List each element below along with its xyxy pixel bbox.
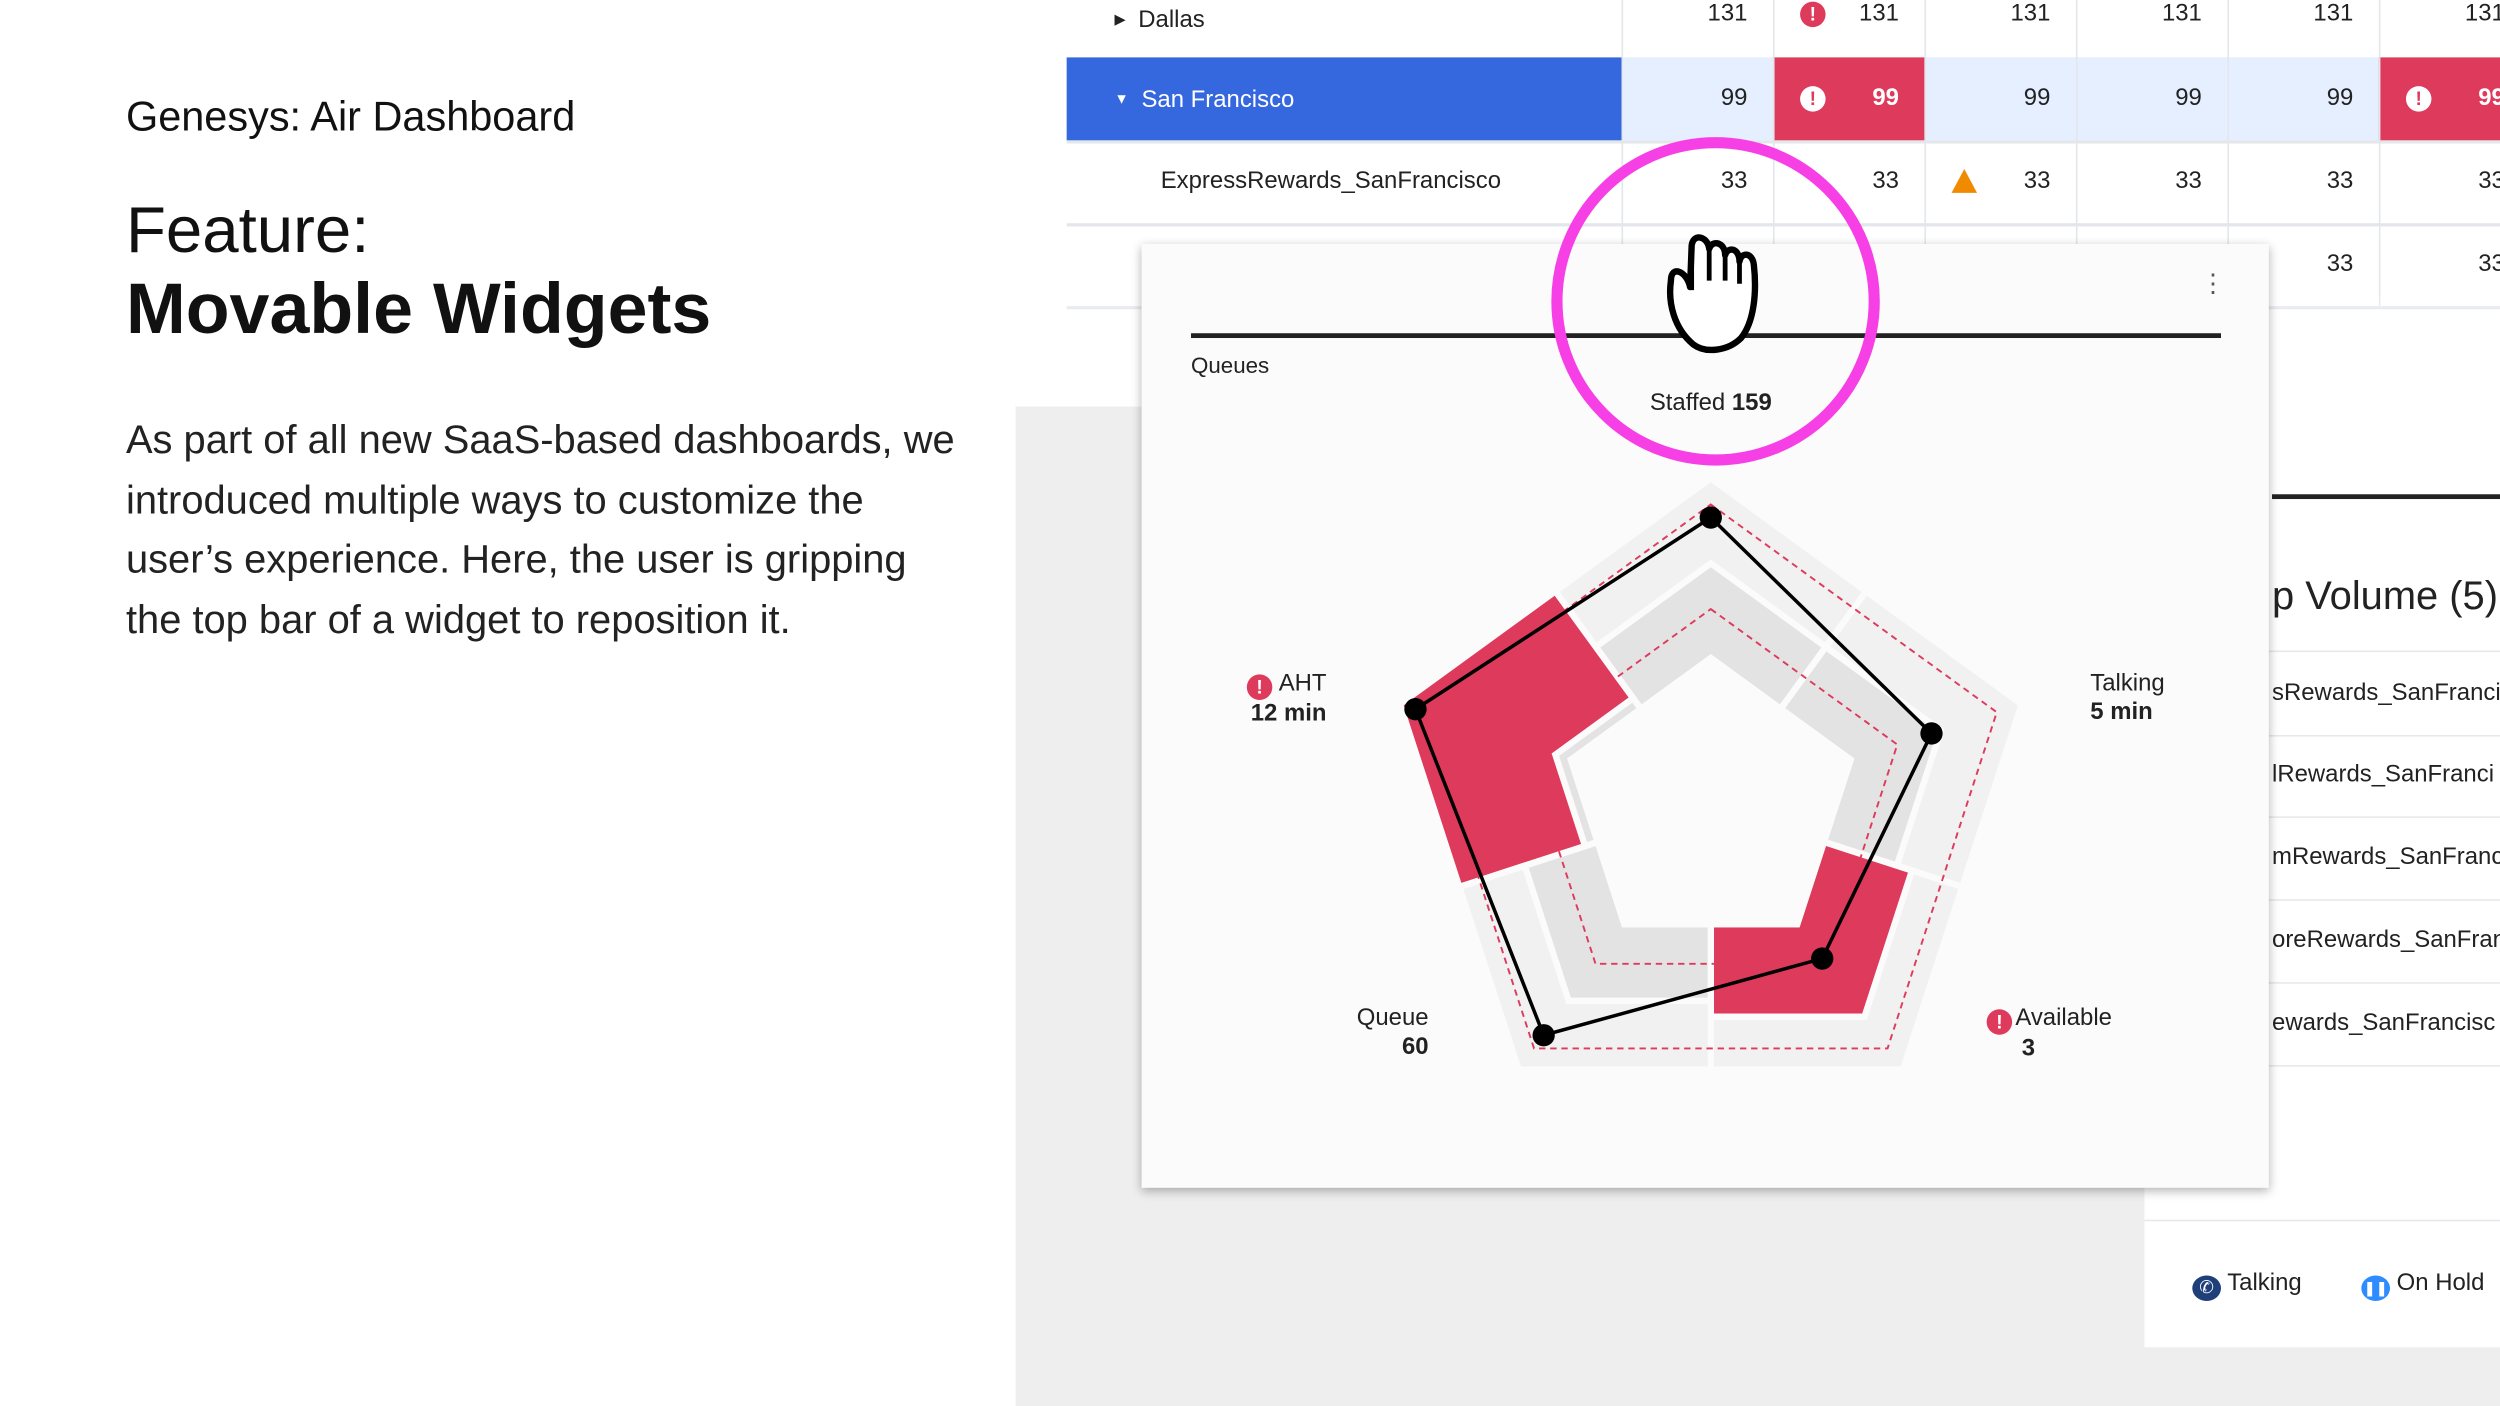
table-cell: 99	[1924, 57, 2076, 141]
row-name: ▼ San Francisco	[1066, 57, 1622, 141]
radar-point-staffed	[1699, 506, 1722, 529]
volume-list-item[interactable]: lRewards_SanFranci	[2144, 733, 2500, 818]
alert-icon: !	[1986, 1009, 2013, 1035]
table-cell: ! 131	[1772, 0, 1924, 58]
radar-point-aht	[1404, 698, 1427, 721]
volume-list-item[interactable]: sRewards_SanFranci	[2144, 650, 2500, 737]
table-cell: 131	[1621, 0, 1773, 58]
caret-down-icon[interactable]: ▼	[1114, 90, 1129, 107]
table-cell: 131	[2378, 0, 2500, 58]
widget-title: Queues	[1191, 352, 1270, 378]
table-cell: 99	[2227, 57, 2379, 141]
grab-hand-icon	[1667, 234, 1759, 354]
radar-series-line	[1413, 515, 1934, 1038]
table-cell: 33	[2378, 140, 2500, 224]
radar-chart	[1396, 474, 2026, 1073]
alert-icon: !	[1246, 674, 1273, 700]
axis-label-aht: ! AHT 12 min	[1246, 670, 1327, 729]
feature-label: Feature:	[125, 192, 370, 267]
volume-list-item[interactable]: oreRewards_SanFran	[2144, 899, 2500, 984]
legend-talking: ✆ Talking	[2192, 1269, 2302, 1302]
radar-threshold-line	[1523, 607, 1899, 965]
legend-on-hold: ❚❚ On Hold	[2361, 1269, 2484, 1302]
alert-icon: !	[1800, 1, 1826, 28]
table-cell: 33	[1924, 140, 2075, 224]
brand-title: Genesys: Air Dashboard	[125, 92, 576, 141]
table-cell: 131	[2227, 0, 2378, 58]
radar-point-available	[1811, 947, 1834, 970]
table-cell: !99	[1772, 57, 1925, 141]
radar-point-talking	[1920, 722, 1943, 745]
row-name: ExpressRewards_SanFrancisco	[1160, 167, 1502, 195]
table-cell: !99	[2378, 57, 2500, 141]
row-name: ▶ Dallas	[1114, 6, 1205, 34]
alert-icon: !	[2405, 86, 2432, 112]
pause-icon: ❚❚	[2361, 1275, 2391, 1302]
warning-icon	[1951, 169, 1978, 193]
radar-point-queue	[1532, 1024, 1555, 1047]
table-cell: 131	[1924, 0, 2075, 58]
radar-core	[1567, 704, 1716, 846]
radar-threshold-line	[1423, 503, 1998, 1050]
feature-description: As part of all new SaaS-based dashboards…	[125, 417, 955, 642]
highlight-circle	[1551, 137, 1880, 466]
axis-label-talking: Talking 5 min	[2090, 669, 2165, 726]
drag-bar[interactable]	[2272, 494, 2500, 500]
table-cell: 33	[2227, 140, 2378, 224]
axis-label-queue: Queue 60	[1356, 1004, 1429, 1061]
axis-label-available: ! Available 3	[1986, 1004, 2112, 1063]
alert-icon: !	[1800, 86, 1826, 112]
volume-list-item[interactable]: ewards_SanFrancisc	[2144, 982, 2500, 1067]
table-cell: 33	[2075, 140, 2227, 224]
volume-list-item[interactable]: mRewards_SanFranc	[2144, 816, 2500, 901]
table-cell: 99	[1621, 57, 1773, 141]
table-cell: 99	[2075, 57, 2228, 141]
table-cell: 131	[2075, 0, 2227, 58]
feature-name: Movable Widgets	[125, 267, 712, 350]
table-cell: 33	[2378, 223, 2500, 307]
caret-right-icon[interactable]: ▶	[1114, 11, 1126, 28]
radar-widget[interactable]: ⋮ Queues Staffed 159 ! AHT 12 min Talking 5…	[1141, 243, 2269, 1188]
phone-icon: ✆	[2192, 1275, 2221, 1302]
volume-title: p Volume (5)	[2272, 573, 2499, 619]
